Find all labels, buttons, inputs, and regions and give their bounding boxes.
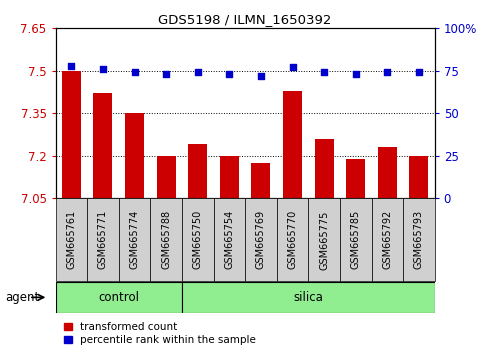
Text: GSM665792: GSM665792 (383, 210, 392, 269)
Point (131, 70, 139, 75)
Point (68, 63, 75, 69)
Bar (188, 144, 207, 198)
Bar (182, 282, 435, 313)
Point (289, 64, 297, 70)
Bar (314, 139, 334, 198)
Point (384, 70, 391, 75)
Bar (150, 198, 182, 281)
Point (415, 70, 423, 75)
Bar (119, 198, 150, 281)
Text: GSM665771: GSM665771 (98, 210, 108, 269)
Bar (125, 113, 144, 198)
Text: GSM665769: GSM665769 (256, 210, 266, 269)
Point (194, 70, 201, 75)
Bar (340, 198, 371, 281)
Point (162, 72, 170, 77)
Text: control: control (98, 291, 139, 304)
Text: GSM665761: GSM665761 (66, 210, 76, 269)
Title: GDS5198 / ILMN_1650392: GDS5198 / ILMN_1650392 (158, 13, 332, 26)
Bar (156, 156, 176, 198)
Bar (371, 198, 403, 281)
Text: silica: silica (293, 291, 323, 304)
Point (226, 72, 233, 77)
Text: GSM665788: GSM665788 (161, 210, 171, 269)
Bar (378, 147, 397, 198)
Text: GSM665775: GSM665775 (319, 210, 329, 269)
Text: GSM665785: GSM665785 (351, 210, 361, 269)
Legend: transformed count, percentile rank within the sample: transformed count, percentile rank withi… (64, 322, 256, 345)
Bar (87, 198, 119, 281)
Bar (213, 198, 245, 281)
Point (99, 66, 107, 72)
Bar (94, 93, 113, 198)
Text: GSM665770: GSM665770 (287, 210, 298, 269)
Text: GSM665774: GSM665774 (129, 210, 140, 269)
Bar (182, 198, 213, 281)
Bar (410, 156, 428, 198)
Bar (252, 163, 270, 198)
Point (320, 70, 328, 75)
Text: agent: agent (5, 291, 39, 304)
Point (352, 72, 359, 77)
Point (257, 73, 265, 79)
Bar (277, 198, 308, 281)
Bar (346, 159, 365, 198)
Bar (56, 198, 87, 281)
Text: GSM665793: GSM665793 (414, 210, 424, 269)
Bar (56, 282, 182, 313)
Bar (403, 198, 435, 281)
Bar (283, 91, 302, 198)
Text: GSM665750: GSM665750 (193, 210, 203, 269)
Bar (220, 156, 239, 198)
Bar (245, 198, 277, 281)
Bar (62, 71, 81, 198)
Text: GSM665754: GSM665754 (224, 210, 234, 269)
Bar (308, 198, 340, 281)
